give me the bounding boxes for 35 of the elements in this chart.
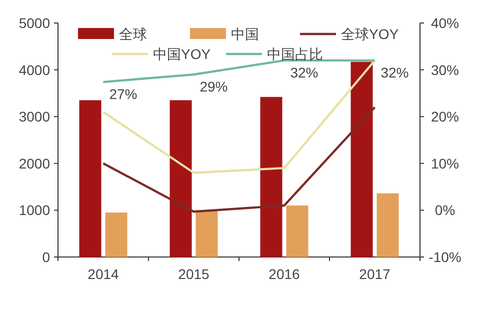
data-label: 27%	[109, 86, 138, 102]
legend-label: 全球YOY	[341, 26, 400, 42]
x-tick-label: 2017	[359, 266, 391, 282]
bar	[196, 210, 218, 257]
line-series	[102, 106, 376, 213]
bar	[170, 100, 192, 257]
y-tick-label: 5000	[18, 15, 50, 31]
bar	[105, 212, 128, 257]
bar	[286, 206, 308, 257]
x-tick-label: 2014	[88, 266, 120, 282]
y2-tick-label: 10%	[430, 155, 460, 172]
y2-tick-label: 20%	[430, 108, 460, 125]
x-tick-label: 2016	[268, 266, 300, 282]
bar	[260, 96, 282, 257]
y-tick-label: 3000	[18, 108, 50, 125]
y-tick-label: 0	[42, 249, 50, 265]
y2-tick-label: 30%	[430, 62, 460, 78]
legend-label: 中国	[231, 26, 259, 42]
bar	[376, 193, 399, 257]
y-tick-label: 4000	[18, 62, 50, 78]
y2-tick-label: 40%	[430, 15, 460, 31]
data-label: 29%	[200, 78, 228, 94]
y-tick-label: 2000	[18, 155, 50, 172]
y2-tick-label: 0%	[434, 202, 456, 218]
line-series	[102, 59, 376, 174]
y2-tick-label: -10%	[428, 249, 462, 265]
y-tick-label: 1000	[18, 202, 50, 218]
bar	[79, 100, 102, 257]
bar	[350, 62, 373, 257]
legend-label: 全球	[119, 26, 147, 42]
legend-label: 中国占比	[267, 46, 323, 62]
legend-label: 中国YOY	[153, 46, 212, 62]
data-label: 32%	[290, 64, 318, 80]
data-label: 32%	[380, 64, 409, 80]
x-tick-label: 2015	[178, 266, 210, 282]
